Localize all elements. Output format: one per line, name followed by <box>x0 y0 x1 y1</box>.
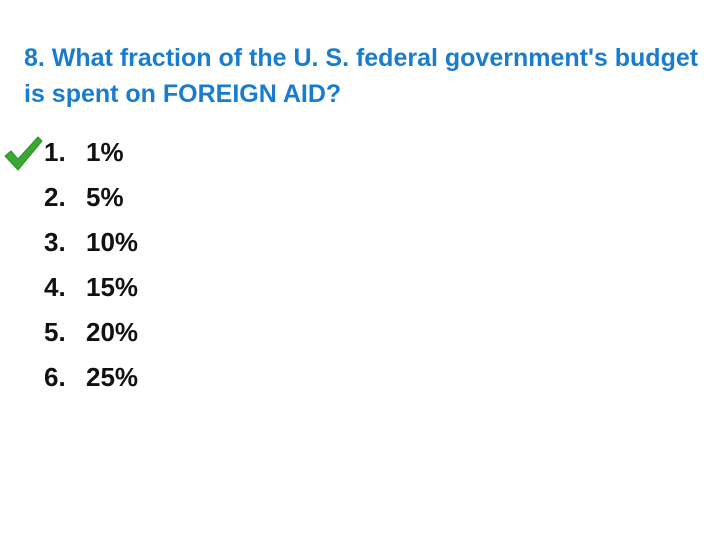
option-text: 5% <box>86 182 124 212</box>
option-number: 4. <box>44 272 66 302</box>
answer-option-6: 6. 25% <box>0 357 400 402</box>
checkmark-icon <box>4 136 43 171</box>
option-number: 3. <box>44 227 66 257</box>
option-number: 1. <box>44 137 66 167</box>
option-number: 5. <box>44 317 66 347</box>
question-text: 8. What fraction of the U. S. federal go… <box>24 44 699 108</box>
option-text: 15% <box>86 272 139 302</box>
option-number: 2. <box>44 182 66 212</box>
answer-option-5: 5. 20% <box>0 312 400 357</box>
answer-option-4: 4. 15% <box>0 267 400 312</box>
option-number: 6. <box>44 362 66 392</box>
option-text: 10% <box>86 227 139 257</box>
answer-option-3: 3. 10% <box>0 222 400 267</box>
answer-option-1: 1. 1% <box>0 132 400 177</box>
option-text: 1% <box>86 137 124 167</box>
answer-option-2: 2. 5% <box>0 177 400 222</box>
option-text: 25% <box>86 362 139 392</box>
answer-options-list: 1. 1% 2. 5% 3. 10% 4. 15% 5. 20% 6. 25% <box>0 132 400 402</box>
option-text: 20% <box>86 317 139 347</box>
